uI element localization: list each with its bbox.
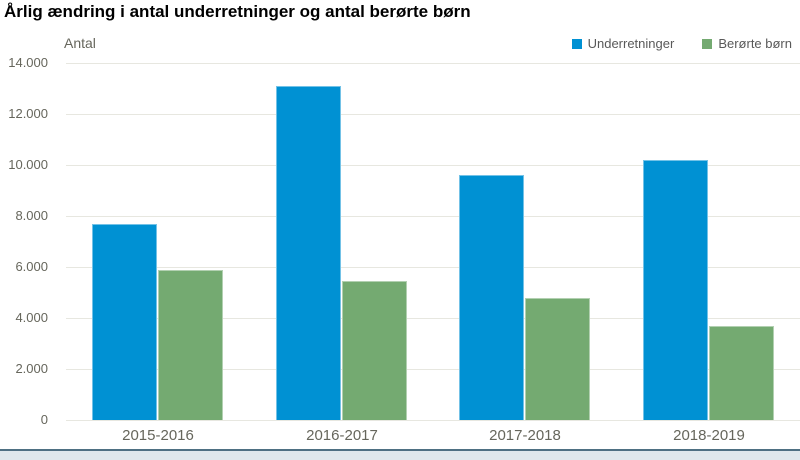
gridline-6.000 [66,267,800,268]
y-tick-label-8.000: 8.000 [15,208,48,223]
bar-underretninger-2018-2019 [643,160,708,420]
legend-swatch-green-icon [702,38,713,49]
y-tick-label-0: 0 [40,412,48,427]
y-axis-title: Antal [64,35,96,51]
legend: Underretninger Berørte børn [571,36,792,51]
bar-group-2017-2018 [433,63,617,420]
bar-ber-rte-b-rn-2017-2018 [525,298,590,420]
y-tick-label-6.000: 6.000 [15,259,48,274]
bar-underretninger-2015-2016 [92,224,157,420]
gridline-12.000 [66,114,800,115]
bar-ber-rte-b-rn-2016-2017 [342,281,407,420]
x-axis-label-2018-2019: 2018-2019 [673,427,745,444]
gridline-8.000 [66,216,800,217]
y-tick-label-10.000: 10.000 [8,157,48,172]
x-axis-label-2016-2017: 2016-2017 [306,427,378,444]
x-axis-label-2015-2016: 2015-2016 [122,427,194,444]
y-tick-label-14.000: 14.000 [8,55,48,70]
gridline-10.000 [66,165,800,166]
chart-title: Årlig ændring i antal underretninger og … [4,2,471,21]
bottom-band [0,451,800,460]
gridline-0 [66,420,800,421]
bar-underretninger-2017-2018 [459,175,524,420]
gridline-2.000 [66,369,800,370]
legend-label-underretninger: Underretninger [587,36,675,51]
legend-label-beroerte-boern: Berørte børn [718,36,792,51]
y-tick-label-4.000: 4.000 [15,310,48,325]
y-tick-label-12.000: 12.000 [8,106,48,121]
legend-item-beroerte-boern: Berørte børn [702,36,792,51]
legend-swatch-blue-icon [571,38,582,49]
bar-ber-rte-b-rn-2018-2019 [709,326,774,420]
gridline-4.000 [66,318,800,319]
bar-underretninger-2016-2017 [276,86,341,420]
legend-item-underretninger: Underretninger [571,36,675,51]
bar-group-2018-2019 [617,63,800,420]
bar-group-2016-2017 [250,63,434,420]
bar-ber-rte-b-rn-2015-2016 [158,270,223,420]
y-tick-label-2.000: 2.000 [15,361,48,376]
x-axis-label-2017-2018: 2017-2018 [489,427,561,444]
bar-group-2015-2016 [66,63,250,420]
gridline-14.000 [66,63,800,64]
bottom-border-line [0,449,800,451]
